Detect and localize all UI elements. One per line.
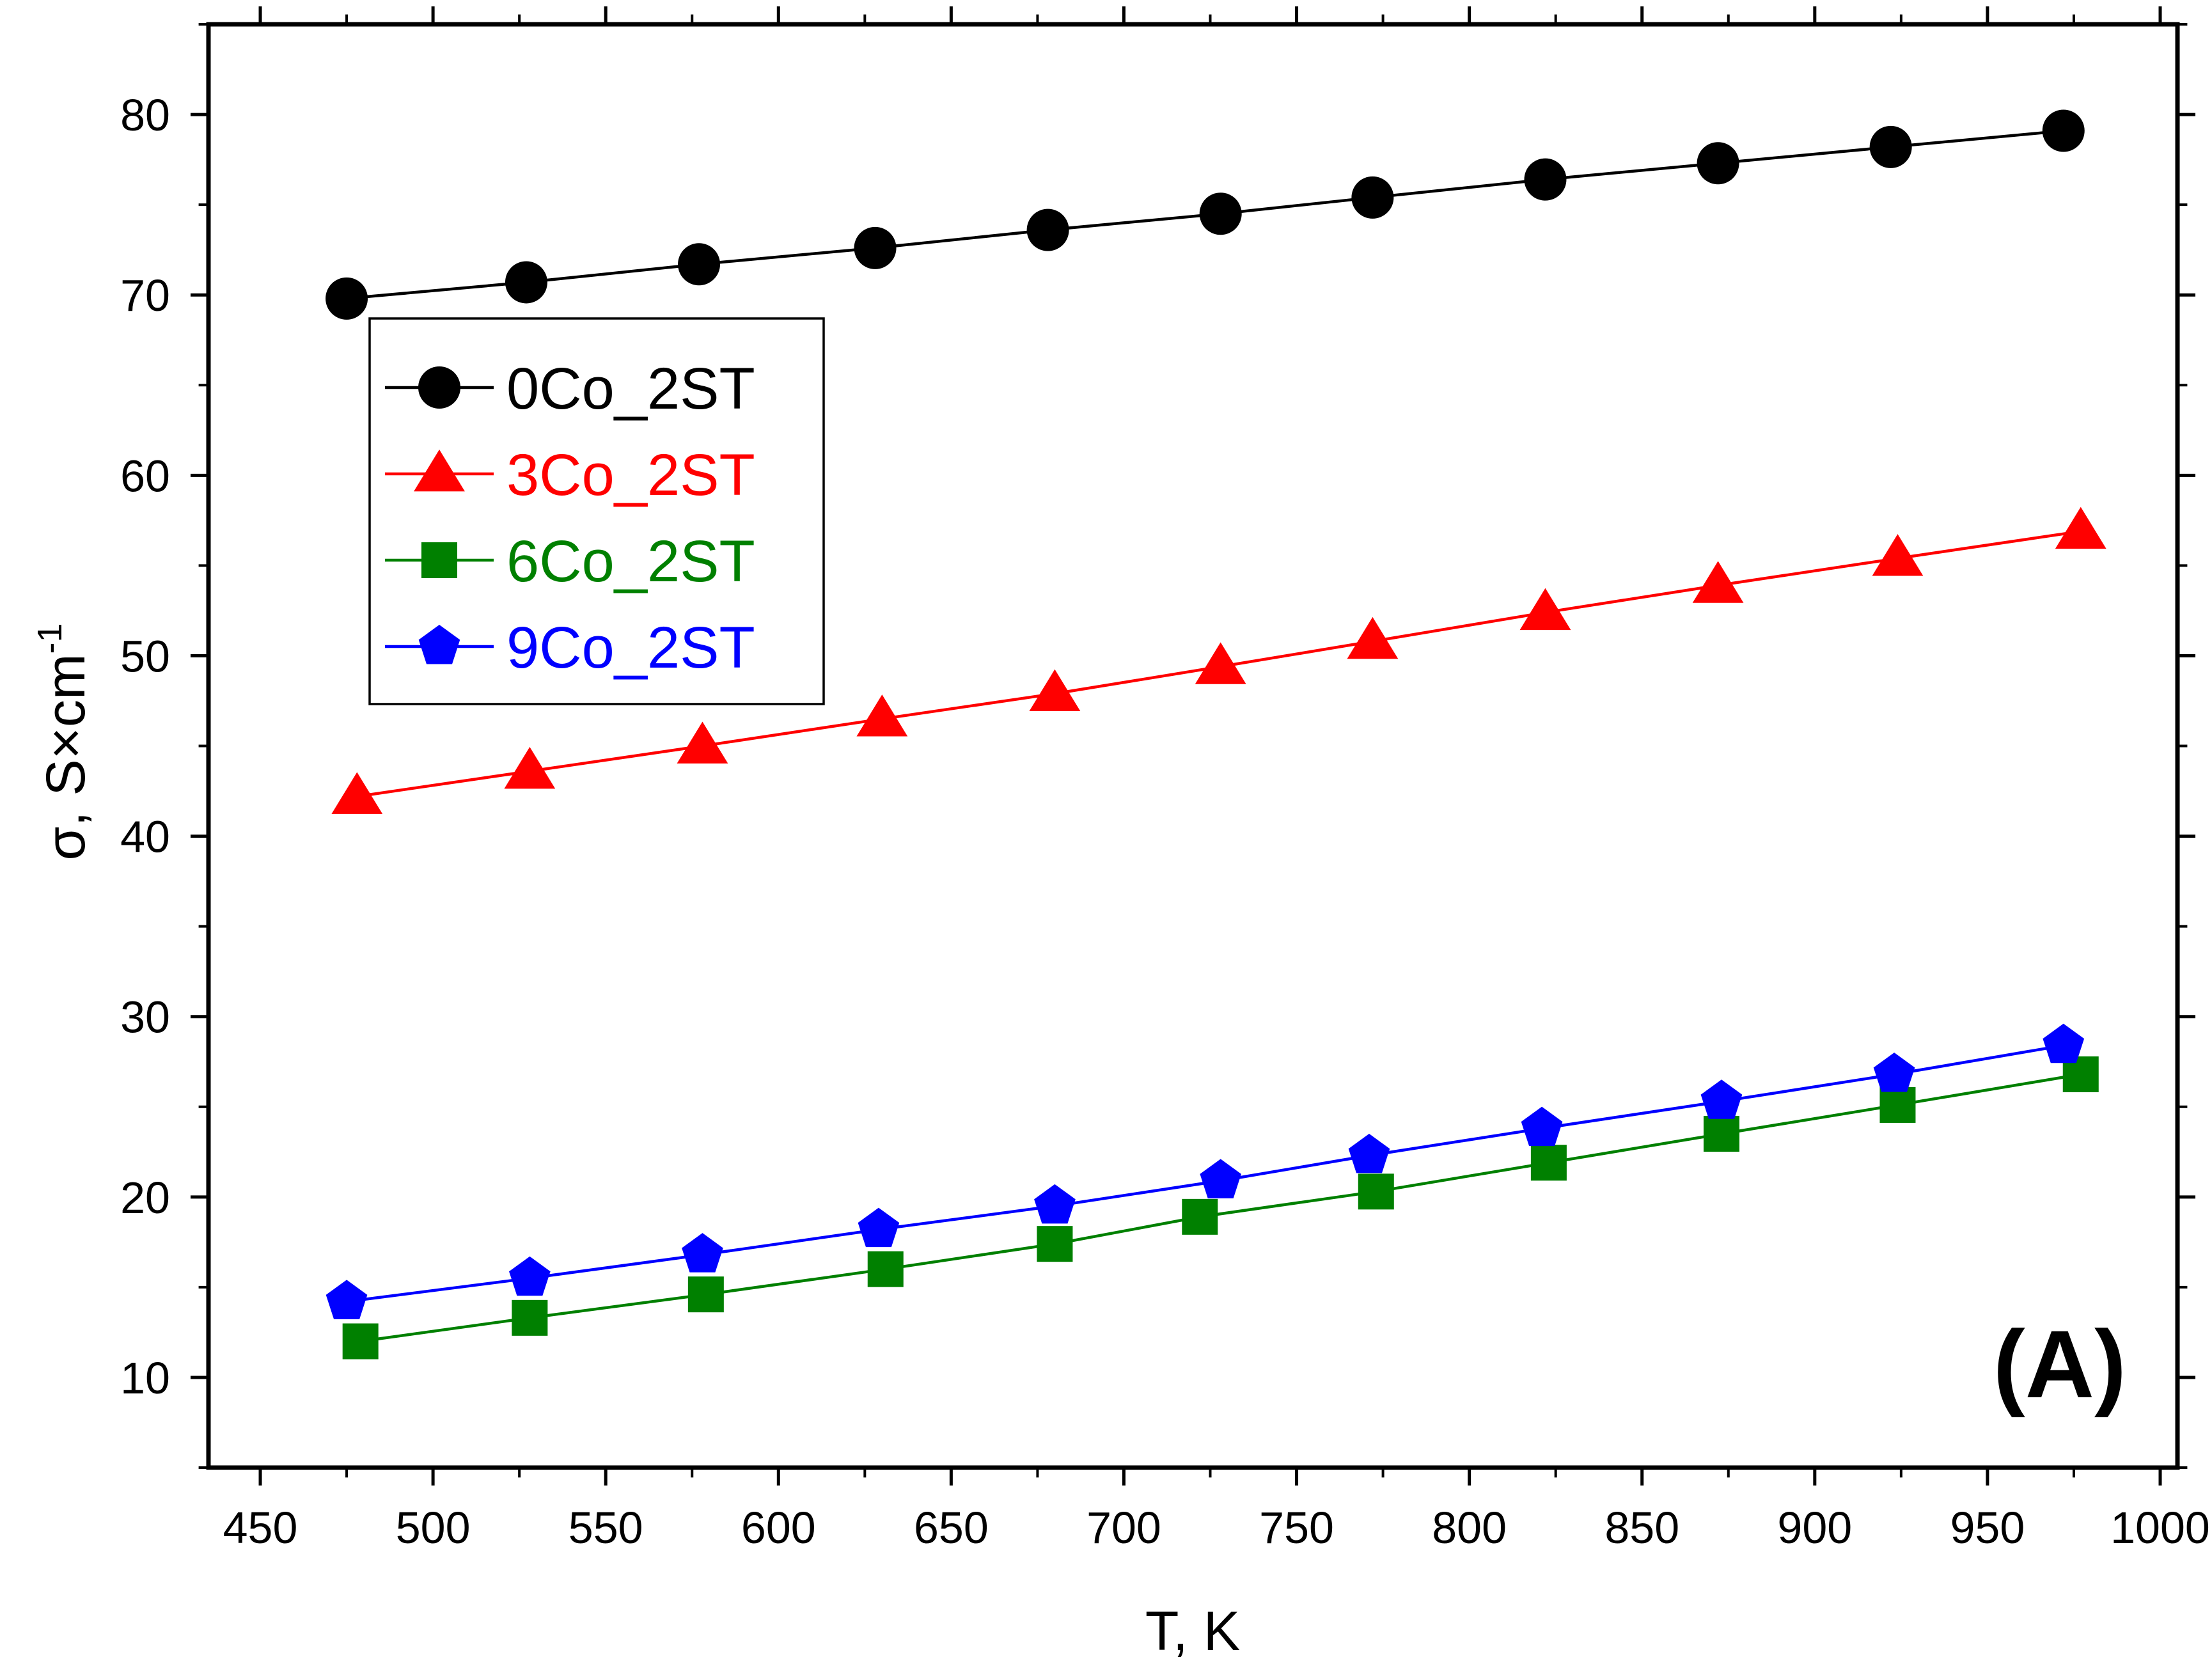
data-point	[1692, 561, 1744, 603]
data-point	[2055, 506, 2106, 549]
y-tick-label: 20	[120, 1173, 170, 1223]
legend-item: 0Co_2ST	[385, 356, 755, 421]
data-point	[687, 1276, 724, 1313]
data-point	[2043, 1023, 2085, 1063]
data-point	[2042, 109, 2085, 152]
legend-label: 6Co_2ST	[506, 529, 755, 594]
legend: 0Co_2ST 3Co_2ST 6Co_2ST 9Co_2ST	[368, 317, 825, 705]
tick-labels-layer: 450 500 550 600 650 700 750 800 850 900 950 1000 10 2…	[120, 90, 2210, 1553]
legend-item: 6Co_2ST	[385, 529, 755, 594]
legend-marker	[418, 625, 460, 664]
data-point	[1200, 1159, 1241, 1198]
data-point	[1026, 208, 1069, 251]
y-axis-title-superscript: -1	[31, 623, 69, 654]
y-tick-label: 10	[120, 1353, 170, 1403]
plot-frame	[206, 22, 2180, 1470]
data-point	[331, 772, 383, 814]
panel-label: (A)	[1993, 1310, 2126, 1418]
legend-marker	[414, 450, 465, 492]
series-layer	[326, 109, 2106, 1360]
x-tick-label: 800	[1432, 1503, 1507, 1553]
x-tick-label: 500	[396, 1503, 471, 1553]
data-point	[1700, 1079, 1743, 1119]
x-tick-label: 550	[569, 1503, 643, 1553]
legend-item: 3Co_2ST	[385, 443, 755, 508]
data-point	[1199, 192, 1242, 235]
series-6Co_2ST	[342, 1056, 2099, 1360]
data-point	[867, 1251, 904, 1287]
x-tick-label: 1000	[2110, 1503, 2210, 1553]
data-point	[1034, 1184, 1076, 1224]
data-point	[1519, 588, 1571, 631]
data-point	[326, 1280, 368, 1319]
series-9Co_2ST	[326, 1023, 2085, 1319]
x-tick-label: 950	[1950, 1503, 2025, 1553]
data-point	[509, 1256, 551, 1296]
y-tick-label: 30	[120, 992, 170, 1042]
data-point	[1351, 176, 1394, 219]
data-point	[1347, 616, 1399, 659]
data-point	[512, 1299, 548, 1336]
data-point	[1195, 642, 1246, 684]
legend-label: 3Co_2ST	[506, 443, 755, 508]
x-tick-label: 450	[223, 1503, 298, 1553]
data-point	[1869, 125, 1912, 168]
legend-items: 0Co_2ST 3Co_2ST 6Co_2ST 9Co_2ST	[385, 356, 755, 680]
legend-item: 9Co_2ST	[385, 615, 755, 680]
data-point	[678, 243, 721, 286]
y-tick-label: 60	[120, 451, 170, 501]
data-point	[1703, 1116, 1739, 1152]
y-tick-label: 50	[120, 631, 170, 681]
data-point	[1358, 1173, 1394, 1210]
legend-marker	[421, 542, 457, 578]
data-point	[504, 746, 556, 789]
data-point	[1697, 142, 1739, 185]
y-tick-label: 40	[120, 812, 170, 862]
y-axis-title-main: σ, S×cm	[35, 654, 97, 860]
series-3Co_2ST	[331, 506, 2106, 814]
x-tick-label: 650	[914, 1503, 989, 1553]
data-point	[1521, 1106, 1563, 1147]
data-point	[1873, 1053, 1915, 1092]
legend-label: 0Co_2ST	[506, 356, 755, 421]
x-axis-title: T, K	[1145, 1601, 1240, 1662]
x-tick-label: 750	[1259, 1503, 1334, 1553]
y-tick-label: 80	[120, 90, 170, 140]
data-point	[1348, 1133, 1390, 1173]
x-tick-label: 900	[1777, 1503, 1852, 1553]
data-point	[1029, 669, 1081, 712]
x-tick-label: 700	[1086, 1503, 1161, 1553]
y-tick-label: 70	[120, 271, 170, 320]
data-point	[1530, 1145, 1567, 1181]
x-tick-label: 600	[741, 1503, 816, 1553]
series-0Co_2ST	[326, 109, 2085, 320]
data-point	[1524, 158, 1567, 201]
data-point	[1182, 1198, 1218, 1235]
data-point	[858, 1207, 900, 1248]
x-tick-label: 850	[1604, 1503, 1679, 1553]
data-point	[1872, 534, 1924, 576]
data-point	[1879, 1086, 1916, 1123]
legend-label: 9Co_2ST	[506, 615, 755, 680]
data-point	[1037, 1226, 1073, 1262]
ticks-layer	[191, 6, 2195, 1486]
data-point	[854, 226, 897, 269]
data-point	[682, 1233, 723, 1273]
data-point	[677, 721, 728, 764]
data-point	[856, 694, 908, 737]
data-point	[342, 1323, 379, 1360]
legend-marker	[418, 366, 460, 409]
data-point	[505, 261, 547, 304]
y-axis-title: σ, S×cm-1	[31, 623, 97, 860]
data-point	[326, 277, 368, 320]
